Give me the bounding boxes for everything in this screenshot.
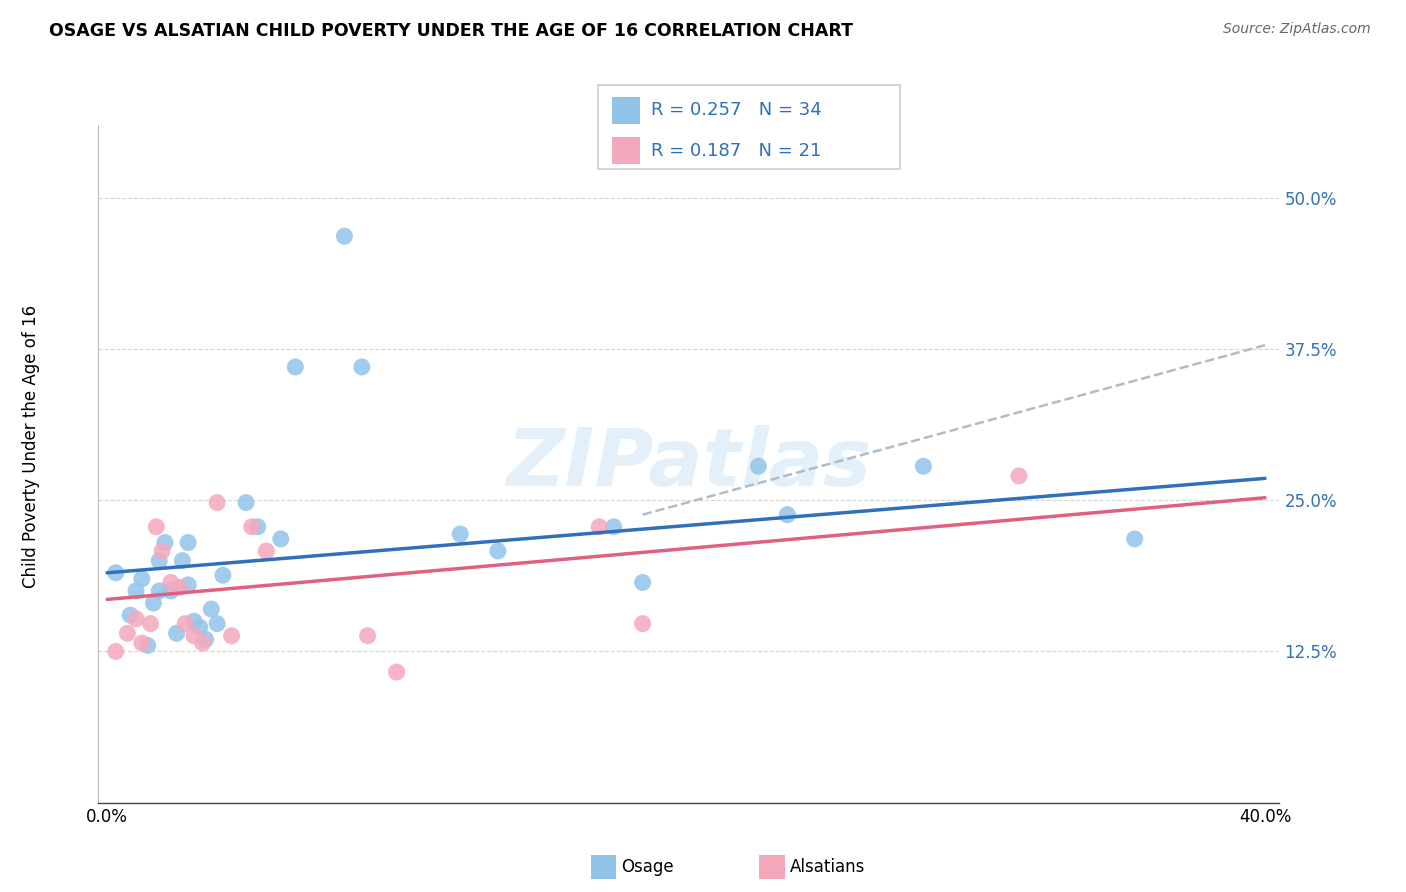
Point — [172, 554, 194, 568]
Point — [776, 508, 799, 522]
Point — [139, 616, 162, 631]
Point — [254, 544, 277, 558]
Point — [747, 459, 769, 474]
Point — [120, 608, 142, 623]
Point — [385, 665, 408, 679]
Point — [631, 575, 654, 590]
Point — [246, 520, 269, 534]
Point — [191, 636, 214, 650]
Text: R = 0.187   N = 21: R = 0.187 N = 21 — [651, 142, 821, 160]
Point — [221, 629, 243, 643]
Point — [150, 544, 173, 558]
Text: R = 0.257   N = 34: R = 0.257 N = 34 — [651, 101, 821, 120]
Point — [333, 229, 356, 244]
Point — [159, 575, 181, 590]
Text: Osage: Osage — [621, 858, 673, 876]
Point — [212, 568, 235, 582]
Point — [194, 632, 217, 647]
Point — [104, 566, 127, 580]
Text: Source: ZipAtlas.com: Source: ZipAtlas.com — [1223, 22, 1371, 37]
Point — [270, 532, 292, 546]
Point — [602, 520, 624, 534]
Point — [205, 616, 228, 631]
Point — [205, 495, 228, 509]
Point — [235, 495, 257, 509]
Text: Child Poverty Under the Age of 16: Child Poverty Under the Age of 16 — [22, 304, 39, 588]
Point — [166, 626, 188, 640]
Text: ZIPatlas: ZIPatlas — [506, 425, 872, 503]
Point — [449, 527, 471, 541]
Point — [142, 596, 165, 610]
Point — [183, 614, 205, 628]
Point — [588, 520, 610, 534]
Point — [117, 626, 139, 640]
Point — [240, 520, 263, 534]
Point — [148, 584, 170, 599]
Point — [174, 616, 197, 631]
Point — [148, 554, 170, 568]
Point — [188, 620, 211, 634]
Text: Alsatians: Alsatians — [790, 858, 866, 876]
Point — [183, 629, 205, 643]
Point — [356, 629, 378, 643]
Point — [177, 535, 200, 549]
Point — [169, 580, 191, 594]
Point — [486, 544, 509, 558]
Point — [145, 520, 167, 534]
Point — [631, 616, 654, 631]
Point — [177, 578, 200, 592]
Point — [159, 584, 181, 599]
Point — [131, 636, 153, 650]
Point — [104, 644, 127, 658]
Point — [153, 535, 176, 549]
Point — [1123, 532, 1146, 546]
Text: OSAGE VS ALSATIAN CHILD POVERTY UNDER THE AGE OF 16 CORRELATION CHART: OSAGE VS ALSATIAN CHILD POVERTY UNDER TH… — [49, 22, 853, 40]
Point — [284, 359, 307, 374]
Point — [125, 612, 148, 626]
Point — [200, 602, 222, 616]
Point — [125, 584, 148, 599]
Point — [131, 572, 153, 586]
Point — [1008, 469, 1031, 483]
Point — [350, 359, 373, 374]
Point — [136, 639, 159, 653]
Point — [912, 459, 935, 474]
